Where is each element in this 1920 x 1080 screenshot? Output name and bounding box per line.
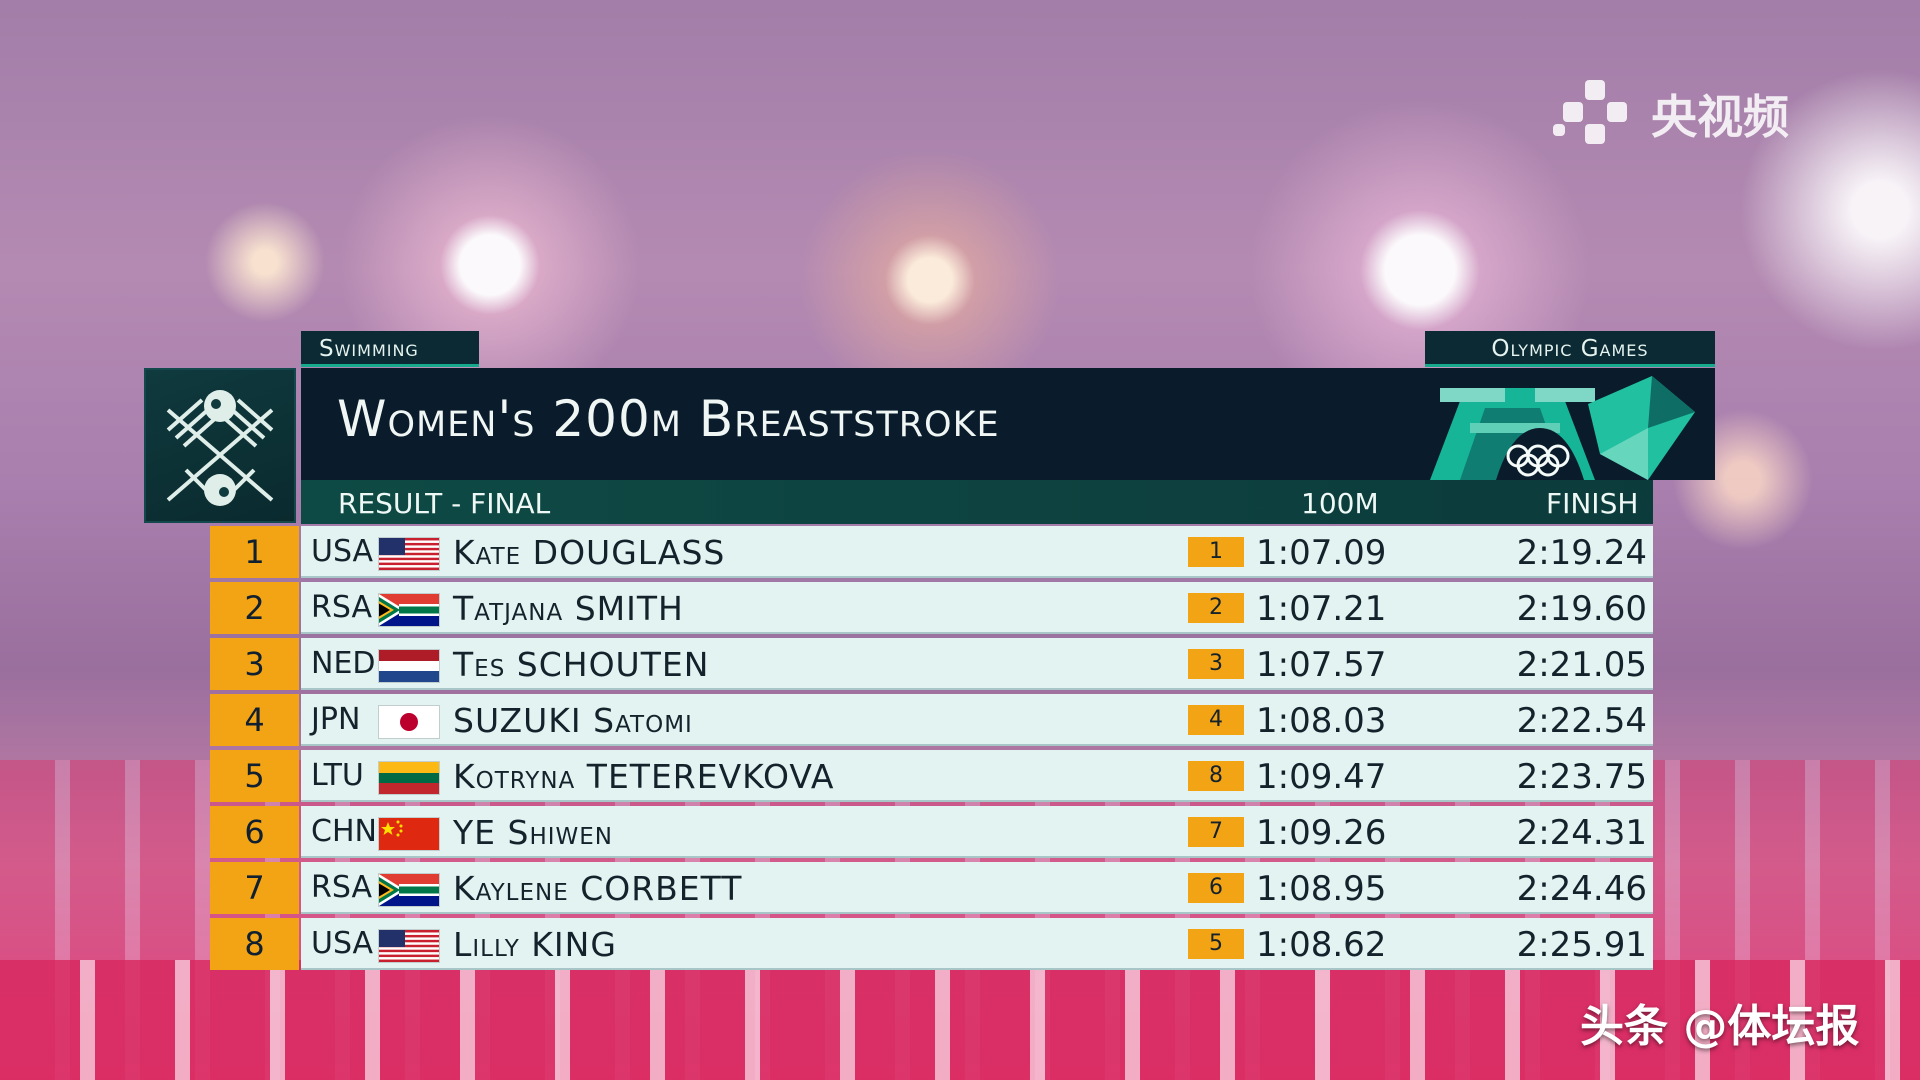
split-time: 1:07.57 bbox=[1256, 645, 1387, 685]
split-time: 1:08.62 bbox=[1256, 925, 1387, 965]
result-cell: CHN YE Shiwen 7 1:09.26 2:24.31 bbox=[301, 806, 1653, 858]
athlete-name: Lilly KING bbox=[453, 925, 617, 964]
usa-flag-icon bbox=[379, 930, 439, 962]
result-row: 2 RSA Tatjana SMITH 2 1:07.21 2:19.60 bbox=[210, 582, 1653, 634]
finish-time: 2:19.24 bbox=[1516, 533, 1647, 573]
split-rank-badge: 7 bbox=[1188, 817, 1244, 847]
place-badge: 8 bbox=[210, 918, 299, 970]
result-cell: USA Lilly KING 5 1:08.62 2:25.91 bbox=[301, 918, 1653, 970]
results-subheader: RESULT - FINAL 100M FINISH bbox=[301, 480, 1653, 524]
finish-column-header: FINISH bbox=[1546, 487, 1639, 520]
place-badge: 4 bbox=[210, 694, 299, 746]
place-badge: 7 bbox=[210, 862, 299, 914]
rsa-flag-icon bbox=[379, 594, 439, 626]
result-cell: JPN SUZUKI Satomi 4 1:08.03 2:22.54 bbox=[301, 694, 1653, 746]
place-badge: 3 bbox=[210, 638, 299, 690]
rsa-flag-icon bbox=[379, 874, 439, 906]
country-code: CHN bbox=[311, 814, 377, 849]
place-badge: 2 bbox=[210, 582, 299, 634]
result-row: 3 NED Tes SCHOUTEN 3 1:07.57 2:21.05 bbox=[210, 638, 1653, 690]
split-rank-badge: 3 bbox=[1188, 649, 1244, 679]
finish-time: 2:19.60 bbox=[1516, 589, 1647, 629]
athlete-name: Kaylene CORBETT bbox=[453, 869, 743, 908]
finish-time: 2:24.31 bbox=[1516, 813, 1647, 853]
finish-time: 2:25.91 bbox=[1516, 925, 1647, 965]
swimming-pictogram-icon bbox=[144, 368, 296, 523]
result-row: 6 CHN YE Shiwen 7 1:09.26 2:24.31 bbox=[210, 806, 1653, 858]
country-code: USA bbox=[311, 926, 374, 961]
athlete-name: YE Shiwen bbox=[453, 813, 614, 852]
result-row: 8 USA Lilly KING 5 1:08.62 2:25.91 bbox=[210, 918, 1653, 970]
split-rank-badge: 4 bbox=[1188, 705, 1244, 735]
jpn-flag-icon bbox=[379, 706, 439, 738]
country-code: RSA bbox=[311, 870, 372, 905]
broadcaster-watermark: 央视频 bbox=[1553, 80, 1789, 148]
split-rank-badge: 6 bbox=[1188, 873, 1244, 903]
finish-time: 2:24.46 bbox=[1516, 869, 1647, 909]
split-time: 1:09.26 bbox=[1256, 813, 1387, 853]
result-row: 5 LTU Kotryna TETEREVKOVA 8 1:09.47 2:23.75 bbox=[210, 750, 1653, 802]
finish-time: 2:22.54 bbox=[1516, 701, 1647, 741]
athlete-name: Kotryna TETEREVKOVA bbox=[453, 757, 835, 796]
stands-background bbox=[0, 960, 1920, 1080]
athlete-name: Kate DOUGLASS bbox=[453, 533, 726, 572]
split-rank-badge: 8 bbox=[1188, 761, 1244, 791]
usa-flag-icon bbox=[379, 538, 439, 570]
split-column-header: 100M bbox=[1301, 487, 1379, 520]
sport-tag: Swimming bbox=[301, 331, 479, 367]
broadcaster-name: 央视频 bbox=[1651, 90, 1789, 144]
result-row: 7 RSA Kaylene CORBETT 6 1:08.95 2:24.46 bbox=[210, 862, 1653, 914]
place-badge: 6 bbox=[210, 806, 299, 858]
chn-flag-icon bbox=[379, 818, 439, 850]
result-cell: RSA Tatjana SMITH 2 1:07.21 2:19.60 bbox=[301, 582, 1653, 634]
athlete-name: SUZUKI Satomi bbox=[453, 701, 693, 740]
split-time: 1:07.21 bbox=[1256, 589, 1387, 629]
event-title: Women's 200m Breaststroke bbox=[337, 390, 1000, 448]
split-time: 1:07.09 bbox=[1256, 533, 1387, 573]
ltu-flag-icon bbox=[379, 762, 439, 794]
split-time: 1:08.03 bbox=[1256, 701, 1387, 741]
split-rank-badge: 5 bbox=[1188, 929, 1244, 959]
ned-flag-icon bbox=[379, 650, 439, 682]
athlete-name: Tes SCHOUTEN bbox=[453, 645, 710, 684]
place-badge: 1 bbox=[210, 526, 299, 578]
games-tag: Olympic Games bbox=[1425, 331, 1715, 367]
source-watermark: 头条 @体坛报 bbox=[1580, 1001, 1860, 1052]
place-badge: 5 bbox=[210, 750, 299, 802]
split-time: 1:08.95 bbox=[1256, 869, 1387, 909]
result-row: 1 USA Kate DOUGLASS 1 1:07.09 2:19.24 bbox=[210, 526, 1653, 578]
finish-time: 2:23.75 bbox=[1516, 757, 1647, 797]
result-row: 4 JPN SUZUKI Satomi 4 1:08.03 2:22.54 bbox=[210, 694, 1653, 746]
split-rank-badge: 1 bbox=[1188, 537, 1244, 567]
result-cell: RSA Kaylene CORBETT 6 1:08.95 2:24.46 bbox=[301, 862, 1653, 914]
country-code: USA bbox=[311, 534, 374, 569]
finish-time: 2:21.05 bbox=[1516, 645, 1647, 685]
event-header: Women's 200m Breaststroke bbox=[301, 368, 1715, 480]
country-code: NED bbox=[311, 646, 376, 681]
split-time: 1:09.47 bbox=[1256, 757, 1387, 797]
result-cell: LTU Kotryna TETEREVKOVA 8 1:09.47 2:23.75 bbox=[301, 750, 1653, 802]
country-code: LTU bbox=[311, 758, 364, 793]
olympic-logo-icon bbox=[1370, 368, 1715, 480]
broadcaster-logo-icon bbox=[1553, 80, 1637, 148]
country-code: JPN bbox=[311, 702, 361, 737]
result-cell: USA Kate DOUGLASS 1 1:07.09 2:19.24 bbox=[301, 526, 1653, 578]
country-code: RSA bbox=[311, 590, 372, 625]
split-rank-badge: 2 bbox=[1188, 593, 1244, 623]
phase-label: RESULT - FINAL bbox=[338, 487, 551, 520]
athlete-name: Tatjana SMITH bbox=[453, 589, 684, 628]
result-cell: NED Tes SCHOUTEN 3 1:07.57 2:21.05 bbox=[301, 638, 1653, 690]
